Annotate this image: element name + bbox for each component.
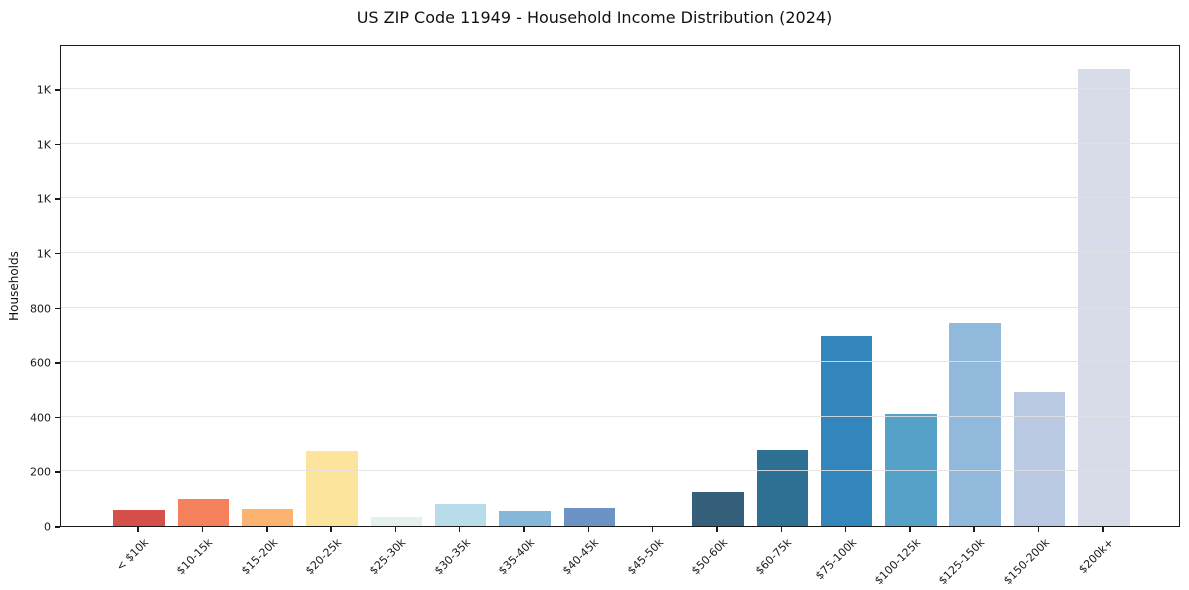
- x-tick-label: $150-200k: [1000, 536, 1052, 588]
- x-tick-mark: [973, 527, 975, 532]
- bar: [949, 322, 1001, 526]
- bar: [1078, 68, 1130, 526]
- x-tick-mark: [651, 527, 654, 532]
- x-tick-label: $20-25k: [303, 536, 345, 578]
- x-tick-mark: [716, 527, 718, 532]
- y-tick-mark: [55, 252, 60, 255]
- bar: [242, 509, 294, 526]
- chart-title: US ZIP Code 11949 - Household Income Dis…: [356, 8, 833, 27]
- gridline: [61, 88, 1179, 90]
- bar: [370, 517, 423, 526]
- y-tick-label: 0: [44, 520, 51, 534]
- x-tick-label: $25-30k: [367, 536, 409, 578]
- bar: [113, 509, 165, 526]
- x-tick-label: $50-60k: [688, 536, 731, 578]
- bar: [1013, 392, 1066, 526]
- y-tick-mark: [55, 471, 60, 473]
- y-tick-label: 200: [30, 465, 51, 479]
- y-tick-mark: [55, 526, 60, 528]
- gridline: [61, 197, 1179, 199]
- gridline: [61, 470, 1179, 472]
- y-tick-label: 1K: [36, 83, 51, 97]
- x-tick-label: $200k+: [1076, 536, 1117, 577]
- x-tick-mark: [844, 527, 847, 532]
- x-tick-mark: [266, 527, 268, 532]
- bar: [692, 491, 744, 526]
- bar: [434, 504, 487, 526]
- y-tick-label: 600: [30, 356, 51, 370]
- y-tick-label: 400: [30, 411, 51, 425]
- x-tick-label: $15-20k: [238, 536, 280, 578]
- y-tick-label: 1K: [36, 138, 51, 152]
- x-tick-label: $40-45k: [560, 536, 602, 578]
- y-tick-label: 1K: [36, 192, 51, 206]
- gridline: [61, 306, 1179, 308]
- x-tick-mark: [330, 527, 332, 532]
- y-tick-mark: [55, 198, 60, 200]
- gridline: [61, 142, 1179, 144]
- bar: [563, 508, 616, 526]
- x-tick-label: $125-150k: [936, 536, 988, 588]
- x-tick-mark: [1037, 527, 1040, 532]
- x-tick-mark: [523, 527, 525, 532]
- x-tick-label: < $10k: [113, 536, 152, 574]
- x-tick-label: $30-35k: [431, 536, 473, 578]
- x-tick-mark: [458, 527, 461, 532]
- x-tick-label: $35-40k: [495, 536, 538, 578]
- x-tick-mark: [201, 527, 204, 532]
- x-tick-mark: [394, 527, 397, 532]
- x-tick-label: $60-75k: [753, 536, 795, 578]
- gridline: [61, 361, 1179, 363]
- bar: [756, 449, 808, 526]
- bar: [820, 336, 873, 526]
- gridline: [61, 251, 1179, 253]
- x-tick-label: $100-125k: [871, 536, 924, 588]
- y-tick-mark: [55, 362, 60, 364]
- plot-area: [60, 45, 1180, 527]
- x-tick-label: $45-50k: [624, 536, 666, 578]
- x-tick-mark: [909, 527, 911, 532]
- y-tick-label: 1K: [36, 247, 51, 261]
- y-tick-label: 800: [30, 302, 51, 316]
- bar: [885, 414, 937, 526]
- bar: [177, 498, 230, 526]
- bar: [499, 510, 551, 526]
- y-tick-mark: [55, 416, 60, 419]
- x-tick-mark: [1102, 527, 1104, 532]
- x-tick-mark: [587, 527, 590, 532]
- x-tick-mark: [137, 527, 139, 532]
- x-tick-label: $75-100k: [812, 536, 859, 583]
- bar: [306, 450, 358, 526]
- y-tick-mark: [55, 307, 60, 310]
- gridline: [61, 415, 1179, 417]
- x-tick-mark: [780, 527, 783, 532]
- x-tick-label: $10-15k: [174, 536, 216, 578]
- y-tick-mark: [55, 143, 60, 146]
- y-tick-mark: [55, 89, 60, 91]
